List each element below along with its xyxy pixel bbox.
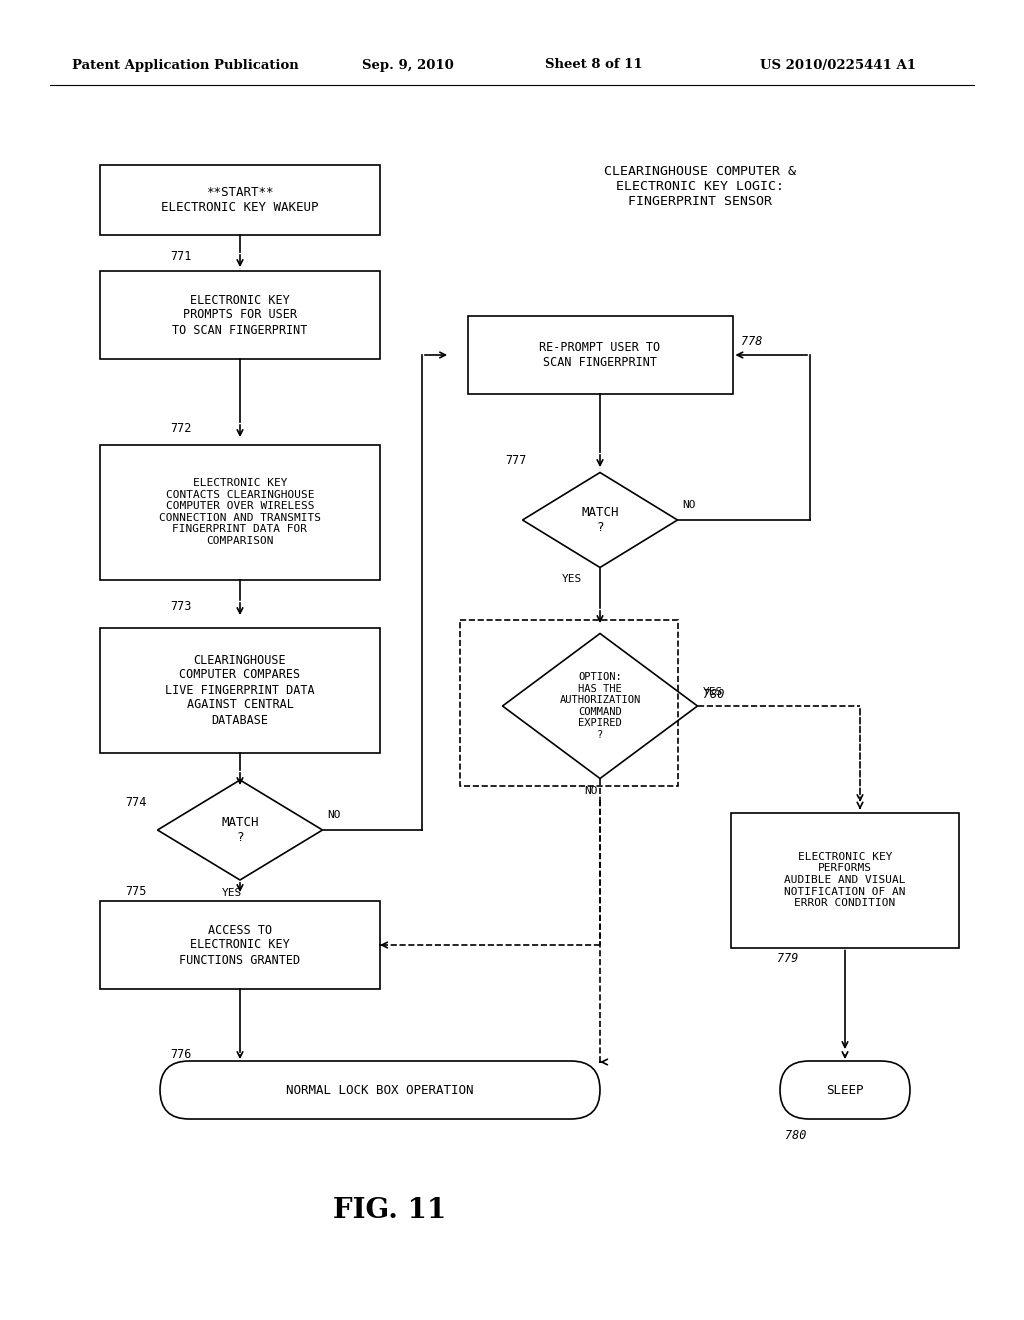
- Text: Sheet 8 of 11: Sheet 8 of 11: [545, 58, 643, 71]
- Text: 780: 780: [702, 688, 724, 701]
- Text: CLEARINGHOUSE
COMPUTER COMPARES
LIVE FINGERPRINT DATA
AGAINST CENTRAL
DATABASE: CLEARINGHOUSE COMPUTER COMPARES LIVE FIN…: [165, 653, 314, 726]
- Text: 773: 773: [170, 599, 191, 612]
- Bar: [100, 902, 380, 989]
- Bar: [731, 813, 959, 948]
- Text: 775: 775: [125, 884, 146, 898]
- Text: 774: 774: [125, 796, 146, 808]
- Bar: [468, 315, 732, 393]
- Text: NORMAL LOCK BOX OPERATION: NORMAL LOCK BOX OPERATION: [287, 1084, 474, 1097]
- Text: YES: YES: [702, 686, 723, 697]
- Text: 778: 778: [740, 335, 762, 348]
- Text: 776: 776: [170, 1048, 191, 1061]
- Bar: [100, 627, 380, 752]
- Text: 771: 771: [170, 251, 191, 264]
- Bar: [100, 271, 380, 359]
- Text: CLEARINGHOUSE COMPUTER &
ELECTRONIC KEY LOGIC:
FINGERPRINT SENSOR: CLEARINGHOUSE COMPUTER & ELECTRONIC KEY …: [604, 165, 796, 209]
- Text: ELECTRONIC KEY
PROMPTS FOR USER
TO SCAN FINGERPRINT: ELECTRONIC KEY PROMPTS FOR USER TO SCAN …: [172, 293, 307, 337]
- Bar: [460, 620, 678, 785]
- Text: YES: YES: [222, 888, 243, 898]
- Text: Patent Application Publication: Patent Application Publication: [72, 58, 299, 71]
- Text: NO: NO: [328, 810, 341, 820]
- Text: MATCH
?: MATCH ?: [582, 506, 618, 535]
- Text: NO: NO: [584, 787, 597, 796]
- Text: 772: 772: [170, 421, 191, 434]
- Text: ELECTRONIC KEY
PERFORMS
AUDIBLE AND VISUAL
NOTIFICATION OF AN
ERROR CONDITION: ELECTRONIC KEY PERFORMS AUDIBLE AND VISU…: [784, 851, 906, 908]
- Bar: [100, 445, 380, 579]
- Text: 779: 779: [777, 953, 799, 965]
- Text: FIG. 11: FIG. 11: [334, 1196, 446, 1224]
- Text: ELECTRONIC KEY
CONTACTS CLEARINGHOUSE
COMPUTER OVER WIRELESS
CONNECTION AND TRAN: ELECTRONIC KEY CONTACTS CLEARINGHOUSE CO…: [159, 478, 321, 546]
- Text: SLEEP: SLEEP: [826, 1084, 864, 1097]
- Text: NO: NO: [683, 500, 696, 510]
- Text: MATCH
?: MATCH ?: [221, 816, 259, 843]
- Bar: [100, 165, 380, 235]
- Text: Sep. 9, 2010: Sep. 9, 2010: [362, 58, 454, 71]
- Text: YES: YES: [562, 573, 583, 583]
- Text: ACCESS TO
ELECTRONIC KEY
FUNCTIONS GRANTED: ACCESS TO ELECTRONIC KEY FUNCTIONS GRANT…: [179, 924, 301, 966]
- Text: 780: 780: [785, 1129, 806, 1142]
- Text: OPTION:
HAS THE
AUTHORIZATION
COMMAND
EXPIRED
?: OPTION: HAS THE AUTHORIZATION COMMAND EX…: [559, 672, 641, 741]
- Text: 777: 777: [505, 454, 526, 466]
- Text: RE-PROMPT USER TO
SCAN FINGERPRINT: RE-PROMPT USER TO SCAN FINGERPRINT: [540, 341, 660, 370]
- Text: US 2010/0225441 A1: US 2010/0225441 A1: [760, 58, 916, 71]
- Text: **START**
ELECTRONIC KEY WAKEUP: **START** ELECTRONIC KEY WAKEUP: [161, 186, 318, 214]
